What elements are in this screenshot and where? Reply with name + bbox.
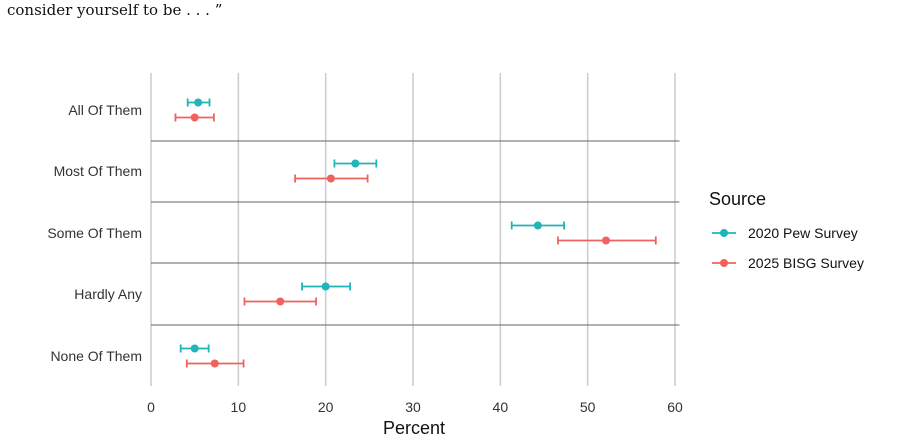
legend-title: Source [709, 189, 766, 209]
x-tick-label: 30 [405, 399, 421, 415]
data-point-group [243, 297, 317, 306]
x-tick-label: 0 [147, 399, 155, 415]
data-point [210, 359, 219, 368]
data-point [351, 159, 360, 168]
data-point [602, 236, 611, 245]
legend: Source 2020 Pew Survey 2025 BISG Survey [709, 189, 864, 271]
data-point-group [186, 98, 211, 107]
y-category-label: Most Of Them [54, 163, 142, 179]
legend-marker [720, 229, 728, 237]
legend-label: 2020 Pew Survey [748, 225, 858, 241]
data-point-group [185, 359, 245, 368]
data-point-group [510, 221, 565, 230]
data-point [326, 174, 335, 183]
y-category-label: None Of Them [50, 348, 142, 364]
legend-marker [720, 259, 728, 267]
data-point-group [333, 159, 378, 168]
data-point-group [301, 282, 352, 291]
y-category-label: Some Of Them [47, 225, 142, 241]
legend-item: 2020 Pew Survey [712, 225, 858, 241]
y-category-label: All Of Them [68, 102, 142, 118]
y-category-label: Hardly Any [74, 286, 142, 302]
x-tick-label: 50 [580, 399, 596, 415]
data-point-group [179, 344, 210, 353]
data-point [533, 221, 542, 230]
x-tick-label: 60 [667, 399, 683, 415]
data-point [321, 282, 330, 291]
legend-item: 2025 BISG Survey [712, 255, 864, 271]
chart-caption: consider yourself to be . . . ” [7, 1, 223, 19]
data-point [194, 98, 203, 107]
data-point [190, 113, 199, 122]
x-axis-title: Percent [383, 418, 445, 438]
x-tick-label: 10 [231, 399, 247, 415]
data-point [190, 344, 199, 353]
data-point-group [174, 113, 215, 122]
x-tick-label: 20 [318, 399, 334, 415]
data-point [276, 297, 285, 306]
data-point-group [557, 236, 657, 245]
legend-label: 2025 BISG Survey [748, 255, 864, 271]
data-point-group [294, 174, 369, 183]
x-tick-label: 40 [493, 399, 509, 415]
